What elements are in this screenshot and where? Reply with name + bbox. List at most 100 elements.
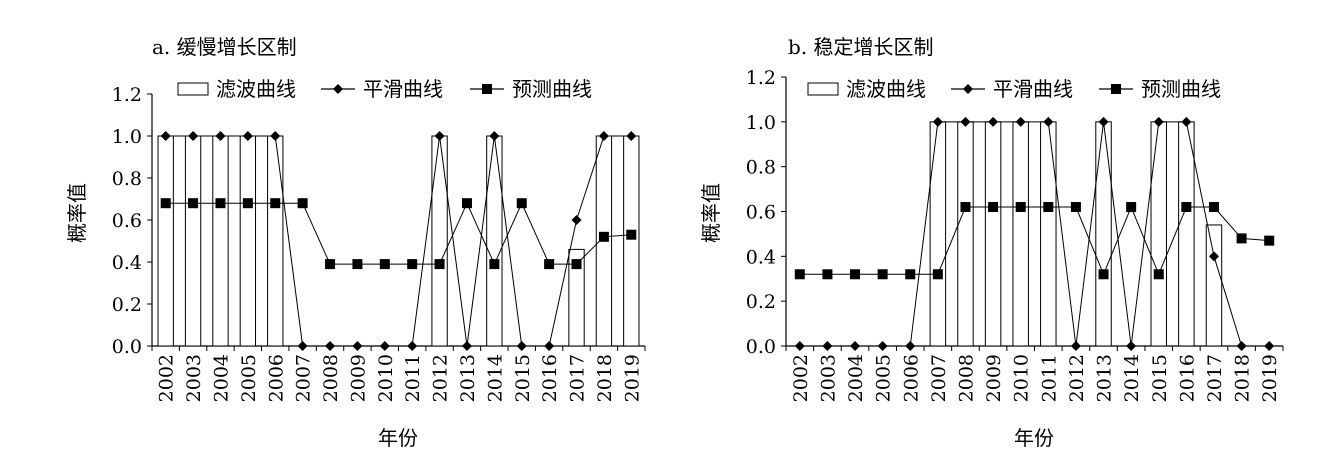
predict-point <box>379 259 390 270</box>
legend-marker-predict <box>482 84 492 94</box>
legend-swatch-filter <box>807 82 839 96</box>
smooth-point <box>1181 116 1192 127</box>
y-tick-label: 0.6 <box>112 210 142 232</box>
smooth-point <box>1264 341 1275 351</box>
x-tick-label: 2013 <box>457 354 479 402</box>
x-tick-label: 2013 <box>1094 354 1116 402</box>
predict-point <box>988 202 999 213</box>
predict-point <box>325 259 336 270</box>
x-tick-label: 2003 <box>183 354 205 402</box>
x-tick-label: 2015 <box>512 354 534 402</box>
y-tick-label: 0.8 <box>112 168 142 190</box>
smooth-point <box>434 131 445 141</box>
predict-point <box>1153 269 1164 280</box>
smooth-point <box>1236 341 1247 351</box>
x-tick-label: 2016 <box>539 354 561 402</box>
bar <box>1150 121 1167 347</box>
predict-point <box>877 269 888 280</box>
x-tick-label: 2008 <box>320 354 342 402</box>
predict-point <box>544 259 555 270</box>
predict-point <box>960 202 971 213</box>
smooth-point <box>544 341 555 351</box>
smooth-point <box>1126 341 1137 351</box>
bar <box>267 135 284 347</box>
smooth-point <box>270 131 281 141</box>
predict-point <box>270 198 281 209</box>
predict-point <box>297 198 308 209</box>
predict-point <box>794 269 805 280</box>
legend-label-predict: 预测曲线 <box>1141 77 1221 101</box>
smooth-point <box>794 341 805 351</box>
x-tick-label: 2005 <box>873 354 895 402</box>
legend-marker-smooth <box>963 84 973 94</box>
smooth-point <box>489 131 500 141</box>
y-tick-label: 0.0 <box>112 336 142 358</box>
bar <box>1012 121 1029 347</box>
y-tick-label: 0.4 <box>746 246 776 268</box>
x-tick-label: 2009 <box>347 354 369 402</box>
x-tick-label: 2016 <box>1176 354 1198 402</box>
bar <box>568 248 585 347</box>
x-tick-label: 2014 <box>484 354 506 402</box>
legend-label-smooth: 平滑曲线 <box>993 77 1073 101</box>
legend-label-predict: 预测曲线 <box>512 77 592 101</box>
x-tick-label: 2011 <box>1038 354 1060 402</box>
x-tick-label: 2004 <box>210 354 232 402</box>
predict-point <box>932 269 943 280</box>
smooth-point <box>1098 116 1109 127</box>
smooth-point <box>571 215 582 225</box>
smooth-point <box>932 116 943 127</box>
smooth-point <box>242 131 253 141</box>
x-tick-label: 2012 <box>1066 354 1088 402</box>
x-tick-label: 2011 <box>402 354 424 402</box>
bar <box>184 135 202 347</box>
smooth-point <box>988 116 999 127</box>
predict-point <box>1208 202 1219 213</box>
smooth-point <box>1070 341 1081 351</box>
x-tick-label: 2018 <box>594 354 616 402</box>
x-tick-label: 2018 <box>1232 354 1254 402</box>
predict-point <box>1015 202 1026 213</box>
x-tick-label: 2005 <box>238 354 260 402</box>
predict-point <box>626 229 637 240</box>
legend-label-smooth: 平滑曲线 <box>363 77 443 101</box>
smooth-point <box>598 131 609 141</box>
predict-point <box>1264 235 1275 246</box>
bar <box>623 135 640 347</box>
y-tick-label: 1.2 <box>746 67 776 89</box>
chart-b: b. 稳定增长区制 概率值 年份 0.0 0.2 0.4 0.6 0.8 1.0 1.2 20… <box>699 35 1284 450</box>
predict-point <box>407 259 418 270</box>
smooth-point <box>1015 116 1026 127</box>
y-tick-label: 0.8 <box>746 157 776 179</box>
x-tick-label: 2015 <box>1149 354 1171 402</box>
y-axis-title: 概率值 <box>65 183 89 243</box>
x-axis-title: 年份 <box>378 426 418 450</box>
y-tick-label: 1.2 <box>112 84 142 106</box>
predict-point <box>215 198 226 209</box>
smooth-point <box>516 341 527 351</box>
predict-point <box>188 198 199 209</box>
legend-label-filter: 滤波曲线 <box>216 77 296 101</box>
bar <box>157 135 174 347</box>
x-tick-label: 2010 <box>1011 354 1033 402</box>
x-tick-label: 2017 <box>567 354 589 402</box>
bar <box>984 121 1002 347</box>
smooth-line <box>165 135 632 347</box>
predict-point <box>489 259 500 270</box>
smooth-point <box>626 131 637 141</box>
x-tick-label: 2002 <box>156 354 178 402</box>
smooth-point <box>379 341 390 351</box>
y-tick-label: 0.0 <box>746 336 776 358</box>
smooth-point <box>1208 251 1219 262</box>
x-tick-label: 2004 <box>845 354 867 402</box>
legend-label-filter: 滤波曲线 <box>846 77 926 101</box>
bar <box>1095 121 1112 347</box>
predict-point <box>822 269 833 280</box>
predict-point <box>1236 233 1247 244</box>
y-tick-label: 0.4 <box>112 252 142 274</box>
smooth-point <box>960 116 971 127</box>
x-tick-label: 2006 <box>900 354 922 402</box>
predict-point <box>598 231 609 242</box>
smooth-point <box>1043 116 1054 127</box>
